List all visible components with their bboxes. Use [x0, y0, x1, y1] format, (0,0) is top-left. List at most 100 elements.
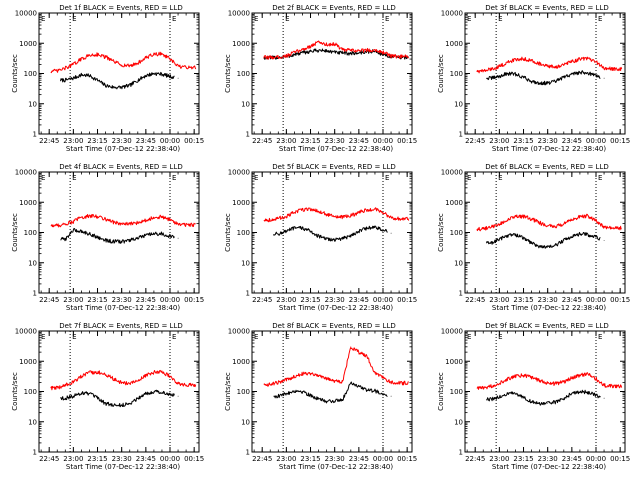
x-axis-label: Start Time (07-Dec-12 22:38:40) — [279, 145, 393, 153]
data-point-events — [375, 227, 376, 228]
data-point-events — [571, 393, 572, 394]
data-point-lld — [294, 212, 295, 213]
data-point-events — [310, 395, 311, 396]
data-point-lld — [162, 371, 163, 372]
data-point-lld — [302, 49, 303, 50]
data-point-lld — [367, 356, 368, 357]
series-events-line — [274, 226, 388, 242]
chart-title: Det 3f BLACK = Events, RED = LLD — [485, 4, 608, 12]
y-tick-label: 10000 — [15, 328, 37, 336]
data-point-lld — [563, 381, 564, 382]
chart-title: Det 2f BLACK = Events, RED = LLD — [272, 4, 395, 12]
data-point-events — [571, 236, 572, 237]
data-point-events — [531, 402, 532, 403]
data-point-lld — [342, 50, 343, 51]
data-point-events — [121, 405, 122, 406]
data-point-lld — [121, 382, 122, 383]
y-tick-label: 10 — [241, 418, 250, 426]
data-point-lld — [334, 216, 335, 217]
x-tick-label: 23:30 — [112, 137, 132, 145]
x-tick-label: 00:00 — [373, 296, 393, 304]
x-tick-label: 00:15 — [610, 137, 630, 145]
data-point-lld — [65, 68, 66, 69]
data-point-events — [178, 238, 179, 239]
x-tick-label: 22:45 — [39, 455, 59, 463]
data-point-events — [105, 85, 106, 86]
marker-label: E — [467, 333, 471, 341]
x-tick-label: 23:15 — [513, 137, 533, 145]
series-lld-line — [51, 52, 196, 72]
data-point-lld — [499, 66, 500, 67]
data-point-lld — [113, 222, 114, 223]
x-tick-label: 23:15 — [513, 296, 533, 304]
x-tick-label: 22:45 — [252, 296, 272, 304]
data-point-lld — [507, 379, 508, 380]
x-tick-label: 22:45 — [252, 455, 272, 463]
data-point-lld — [326, 214, 327, 215]
data-point-lld — [105, 374, 106, 375]
data-point-events — [604, 78, 605, 79]
x-tick-label: 23:30 — [112, 455, 132, 463]
marker-label: E — [498, 15, 502, 23]
x-tick-label: 23:30 — [325, 296, 345, 304]
chart-panel-8: Det 8f BLACK = Events, RED = LLD11010010… — [224, 322, 417, 471]
plot-frame — [39, 172, 199, 293]
x-tick-label: 23:45 — [562, 296, 582, 304]
data-point-events — [294, 54, 295, 55]
x-tick-label: 00:15 — [397, 137, 417, 145]
data-point-events — [507, 393, 508, 394]
data-point-events — [555, 81, 556, 82]
data-point-events — [81, 75, 82, 76]
data-point-lld — [515, 59, 516, 60]
y-tick-label: 100 — [450, 388, 463, 396]
marker-label: E — [467, 174, 471, 182]
data-point-events — [375, 391, 376, 392]
data-point-events — [563, 240, 564, 241]
data-point-events — [523, 77, 524, 78]
x-axis-label: Start Time (07-Dec-12 22:38:40) — [492, 304, 606, 312]
data-point-lld — [154, 372, 155, 373]
data-point-events — [97, 237, 98, 238]
x-tick-label: 23:15 — [300, 137, 320, 145]
data-point-lld — [350, 215, 351, 216]
data-point-lld — [580, 216, 581, 217]
data-point-lld — [270, 220, 271, 221]
data-point-events — [302, 391, 303, 392]
y-tick-label: 10 — [241, 100, 250, 108]
chart-panel-7: Det 7f BLACK = Events, RED = LLD11010010… — [11, 322, 204, 471]
x-tick-label: 23:30 — [112, 296, 132, 304]
y-tick-label: 10000 — [228, 10, 250, 18]
x-axis-label: Start Time (07-Dec-12 22:38:40) — [492, 463, 606, 471]
data-point-lld — [270, 384, 271, 385]
chart-title: Det 4f BLACK = Events, RED = LLD — [59, 163, 182, 171]
data-point-events — [170, 236, 171, 237]
data-point-lld — [121, 224, 122, 225]
data-point-events — [302, 53, 303, 54]
chart-panel-6: Det 6f BLACK = Events, RED = LLD 1 10 100 10… — [437, 163, 630, 312]
x-tick-label: 00:00 — [586, 137, 606, 145]
y-axis-label: Counts/sec — [437, 213, 445, 252]
data-point-lld — [73, 64, 74, 65]
x-axis-label: Start Time (07-Dec-12 22:38:40) — [492, 145, 606, 153]
data-point-lld — [326, 44, 327, 45]
y-tick-label: 10 — [28, 259, 37, 267]
data-point-events — [580, 391, 581, 392]
data-point-lld — [121, 65, 122, 66]
data-point-lld — [350, 50, 351, 51]
data-point-lld — [342, 381, 343, 382]
x-tick-label: 23:30 — [325, 455, 345, 463]
data-point-lld — [310, 209, 311, 210]
data-point-lld — [399, 56, 400, 57]
data-point-lld — [391, 382, 392, 383]
y-tick-label: 1 — [459, 131, 463, 139]
y-tick-label: 100 — [237, 229, 250, 237]
y-tick-label: 1 — [246, 131, 250, 139]
data-point-lld — [483, 71, 484, 72]
x-tick-label: 23:15 — [87, 455, 107, 463]
marker-label: E — [41, 333, 45, 341]
x-tick-label: 00:00 — [586, 296, 606, 304]
marker-label: E — [598, 15, 602, 23]
data-point-lld — [89, 216, 90, 217]
chart-title: Det 1f BLACK = Events, RED = LLD — [59, 4, 182, 12]
data-point-lld — [154, 217, 155, 218]
